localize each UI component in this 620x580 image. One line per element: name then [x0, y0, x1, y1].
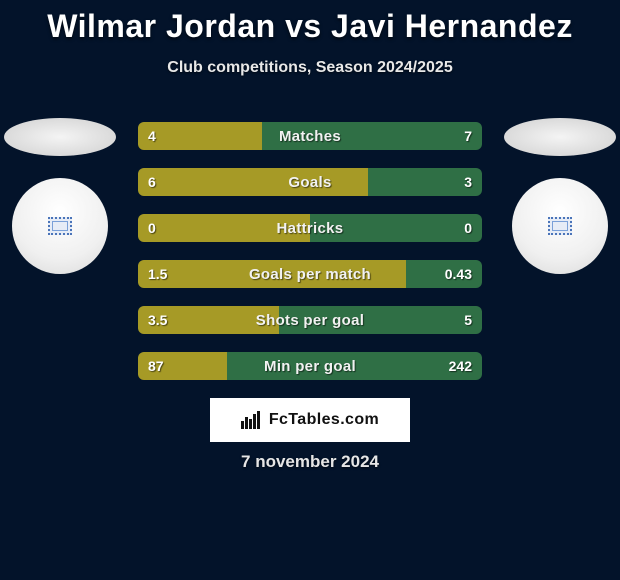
snapshot-date: 7 november 2024: [0, 452, 620, 472]
player1-name: Wilmar Jordan: [47, 8, 275, 44]
stat-row: 1.50.43Goals per match: [138, 260, 482, 288]
bars-logo-icon: [241, 411, 263, 429]
flag-placeholder-icon: [548, 217, 572, 235]
stat-row: 87242Min per goal: [138, 352, 482, 380]
stat-row: 47Matches: [138, 122, 482, 150]
stat-row: 63Goals: [138, 168, 482, 196]
stat-label: Matches: [138, 122, 482, 150]
flag-placeholder-icon: [48, 217, 72, 235]
stat-label: Hattricks: [138, 214, 482, 242]
stat-bars: 47Matches 63Goals 00Hattricks 1.50.43Goals …: [138, 122, 482, 398]
player2-name: Javi Hernandez: [331, 8, 573, 44]
player1-badges: [0, 110, 120, 274]
stat-row: 00Hattricks: [138, 214, 482, 242]
player2-badges: [500, 110, 620, 274]
stat-row: 3.55Shots per goal: [138, 306, 482, 334]
comparison-title: Wilmar Jordan vs Javi Hernandez: [0, 0, 620, 45]
player2-club-badge: [504, 118, 616, 156]
stat-label: Goals per match: [138, 260, 482, 288]
competition-subtitle: Club competitions, Season 2024/2025: [0, 59, 620, 77]
player1-club-badge: [4, 118, 116, 156]
attribution-text: FcTables.com: [269, 411, 379, 429]
attribution-badge[interactable]: FcTables.com: [210, 398, 410, 442]
stat-label: Min per goal: [138, 352, 482, 380]
player2-nation-badge: [512, 178, 608, 274]
player1-nation-badge: [12, 178, 108, 274]
stat-label: Goals: [138, 168, 482, 196]
vs-separator: vs: [285, 8, 322, 44]
stat-label: Shots per goal: [138, 306, 482, 334]
